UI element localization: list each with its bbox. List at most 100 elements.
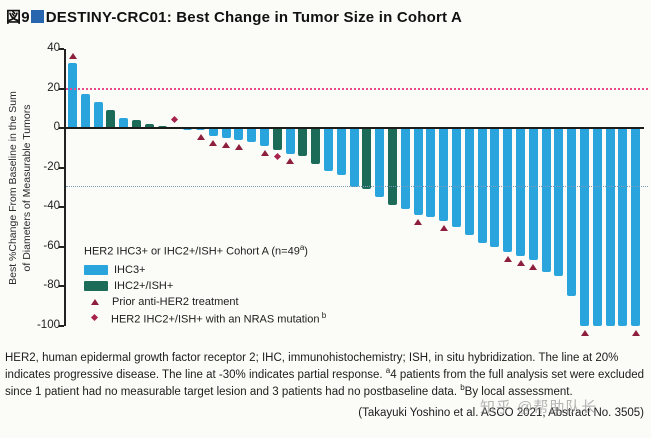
bar bbox=[132, 120, 141, 128]
y-tick-mark bbox=[59, 285, 64, 287]
bar bbox=[119, 118, 129, 128]
legend-header-sup: a bbox=[299, 243, 305, 252]
y-tick-mark bbox=[59, 87, 64, 90]
legend-header: HER2 IHC3+ or IHC2+/ISH+ Cohort A (n=49a… bbox=[84, 240, 326, 260]
legend-ihc3-label: IHC3+ bbox=[114, 263, 146, 276]
bar bbox=[247, 128, 257, 142]
bar bbox=[554, 128, 564, 277]
bar bbox=[93, 102, 103, 128]
legend-nras-sup: b bbox=[321, 310, 327, 320]
nras-mutation-marker-icon bbox=[273, 152, 281, 160]
prior-anti-her2-marker-icon bbox=[209, 139, 218, 146]
prior-anti-her2-marker-icon bbox=[631, 329, 640, 336]
bar bbox=[631, 128, 641, 326]
nras-mutation-marker-icon bbox=[171, 115, 179, 123]
bar bbox=[311, 128, 321, 164]
bar bbox=[272, 128, 282, 150]
zero-baseline bbox=[64, 127, 644, 130]
bar bbox=[567, 128, 577, 296]
bar bbox=[490, 128, 500, 247]
triangle-marker-icon bbox=[91, 298, 99, 305]
prior-anti-her2-marker-icon bbox=[286, 157, 295, 164]
legend-header-text: HER2 IHC3+ or IHC2+/ISH+ Cohort A (n=49 bbox=[84, 245, 300, 258]
legend-item-ihc2ish: IHC2+/ISH+ bbox=[84, 278, 326, 294]
y-tick-label: 20 bbox=[47, 81, 60, 94]
y-tick-label: -80 bbox=[43, 279, 60, 291]
legend-ihc2ish-label: IHC2+/ISH+ bbox=[114, 279, 174, 292]
bar bbox=[106, 110, 116, 128]
bar bbox=[375, 128, 385, 198]
bar bbox=[618, 128, 628, 326]
progressive-disease-line bbox=[66, 87, 648, 90]
prior-anti-her2-marker-icon bbox=[234, 143, 243, 150]
footnote-sup-a: a bbox=[385, 366, 391, 376]
ihc2ish-swatch-icon bbox=[84, 280, 108, 291]
prior-anti-her2-marker-icon bbox=[529, 264, 538, 271]
legend-header-close: ) bbox=[304, 245, 308, 258]
legend-item-nras: HER2 IHC2+/ISH+ with an NRAS mutation b bbox=[84, 310, 326, 326]
bar bbox=[528, 128, 538, 261]
bar bbox=[426, 128, 436, 217]
bar bbox=[400, 128, 410, 209]
footnote-abbreviations: HER2, human epidermal growth factor rece… bbox=[5, 352, 619, 381]
legend-item-prior-treatment: Prior anti-HER2 treatment bbox=[84, 294, 326, 310]
prior-anti-her2-marker-icon bbox=[414, 218, 423, 225]
bar bbox=[324, 128, 333, 172]
y-tick-mark bbox=[59, 245, 64, 248]
bar bbox=[477, 128, 487, 243]
diamond-marker-icon bbox=[90, 314, 99, 322]
legend-nras-label: HER2 IHC2+/ISH+ with an NRAS mutation b bbox=[111, 308, 326, 328]
bar bbox=[144, 124, 154, 128]
footnote-exclusions: 4 patients from the full analysis set we… bbox=[5, 369, 645, 398]
figure-title: 図9 DESTINY-CRC01: Best Change in Tumor Si… bbox=[6, 6, 462, 27]
bar bbox=[452, 128, 461, 227]
watermark: 知乎 @帮助队长 bbox=[480, 399, 598, 416]
prior-anti-her2-marker-icon bbox=[222, 141, 231, 148]
page-title: DESTINY-CRC01: Best Change in Tumor Size… bbox=[45, 9, 463, 26]
plot-area: 40 20 0 -20 -40 -60 -80 -100 bbox=[0, 38, 651, 348]
y-tick-mark bbox=[59, 206, 64, 208]
figure-number-label: 図9 bbox=[6, 9, 30, 26]
legend-nras-text: HER2 IHC2+/ISH+ with an NRAS mutation bbox=[111, 313, 320, 326]
legend-prior-label: Prior anti-HER2 treatment bbox=[112, 295, 239, 308]
y-tick-label: 0 bbox=[53, 121, 60, 133]
bar bbox=[580, 128, 589, 326]
prior-anti-her2-marker-icon bbox=[516, 260, 525, 267]
y-tick-label: -60 bbox=[43, 239, 60, 252]
bar bbox=[388, 128, 397, 206]
prior-anti-her2-marker-icon bbox=[503, 256, 512, 263]
prior-anti-her2-marker-icon bbox=[68, 52, 77, 59]
bar bbox=[439, 128, 449, 221]
bar bbox=[285, 128, 295, 154]
y-axis-line bbox=[64, 49, 66, 326]
footnote: HER2, human epidermal growth factor rece… bbox=[5, 351, 647, 400]
bar bbox=[349, 128, 359, 188]
y-tick-mark bbox=[59, 127, 64, 129]
y-tick-mark bbox=[59, 166, 64, 169]
legend-item-ihc3: IHC3+ bbox=[84, 262, 326, 278]
bar bbox=[68, 62, 77, 128]
y-tick-label: -20 bbox=[43, 160, 60, 173]
bar bbox=[605, 128, 615, 326]
prior-anti-her2-marker-icon bbox=[580, 329, 589, 336]
bar bbox=[362, 128, 372, 190]
y-tick-label: 40 bbox=[47, 42, 60, 54]
ihc3-swatch-icon bbox=[84, 264, 108, 275]
footnote-sup-b: b bbox=[460, 383, 465, 393]
y-tick-mark bbox=[59, 48, 64, 50]
citation: (Takayuki Yoshino et al. ASCO 2021, Abst… bbox=[358, 407, 644, 419]
chart-legend: HER2 IHC3+ or IHC2+/ISH+ Cohort A (n=49a… bbox=[84, 240, 326, 326]
footnote-assessment: By local assessment. bbox=[464, 386, 573, 398]
bar bbox=[503, 128, 513, 253]
waterfall-chart: Best %Change From Baseline in the Sum of… bbox=[0, 38, 651, 348]
bar bbox=[464, 128, 474, 235]
partial-response-line bbox=[66, 186, 648, 188]
bar bbox=[260, 128, 269, 146]
y-tick-mark bbox=[59, 324, 64, 327]
prior-anti-her2-marker-icon bbox=[439, 224, 448, 231]
y-tick-label: -40 bbox=[43, 200, 60, 212]
bar bbox=[234, 128, 244, 140]
bar bbox=[80, 94, 90, 128]
bar bbox=[336, 128, 346, 176]
